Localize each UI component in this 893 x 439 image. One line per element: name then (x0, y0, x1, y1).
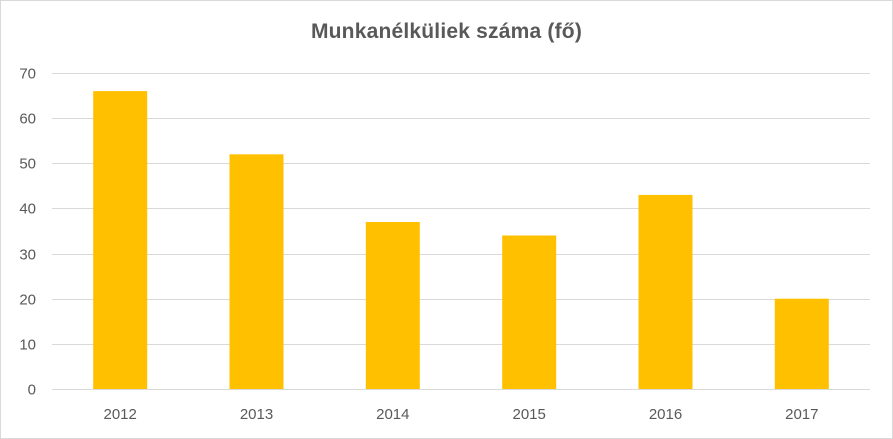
bars (93, 91, 829, 389)
x-tick-label: 2015 (513, 406, 546, 423)
y-tick-label: 20 (19, 292, 36, 309)
y-tick-label: 0 (28, 382, 36, 399)
x-tick-label: 2012 (104, 406, 137, 423)
y-tick-label: 30 (19, 247, 36, 264)
bar-2014 (365, 222, 420, 389)
bar-2012 (93, 91, 148, 389)
y-tick-label: 10 (19, 337, 36, 354)
x-tick-label: 2017 (785, 406, 818, 423)
x-tick-label: 2014 (376, 406, 409, 423)
bar-2015 (502, 235, 557, 389)
bar-2013 (229, 154, 284, 389)
y-tick-label: 60 (19, 111, 36, 128)
chart-title: Munkanélküliek száma (fő) (310, 20, 583, 43)
y-tick-label: 70 (19, 66, 36, 83)
x-tick-label: 2013 (240, 406, 273, 423)
bar-2017 (774, 298, 829, 389)
bar-2016 (638, 194, 693, 389)
y-tick-label: 40 (19, 201, 36, 218)
y-tick-label: 50 (19, 156, 36, 173)
y-axis-ticks: 0 10 20 30 40 50 60 70 (19, 66, 36, 399)
gridlines (52, 73, 870, 390)
x-axis-ticks: 2012 2013 2014 2015 2016 2017 (104, 406, 819, 423)
x-tick-label: 2016 (649, 406, 682, 423)
